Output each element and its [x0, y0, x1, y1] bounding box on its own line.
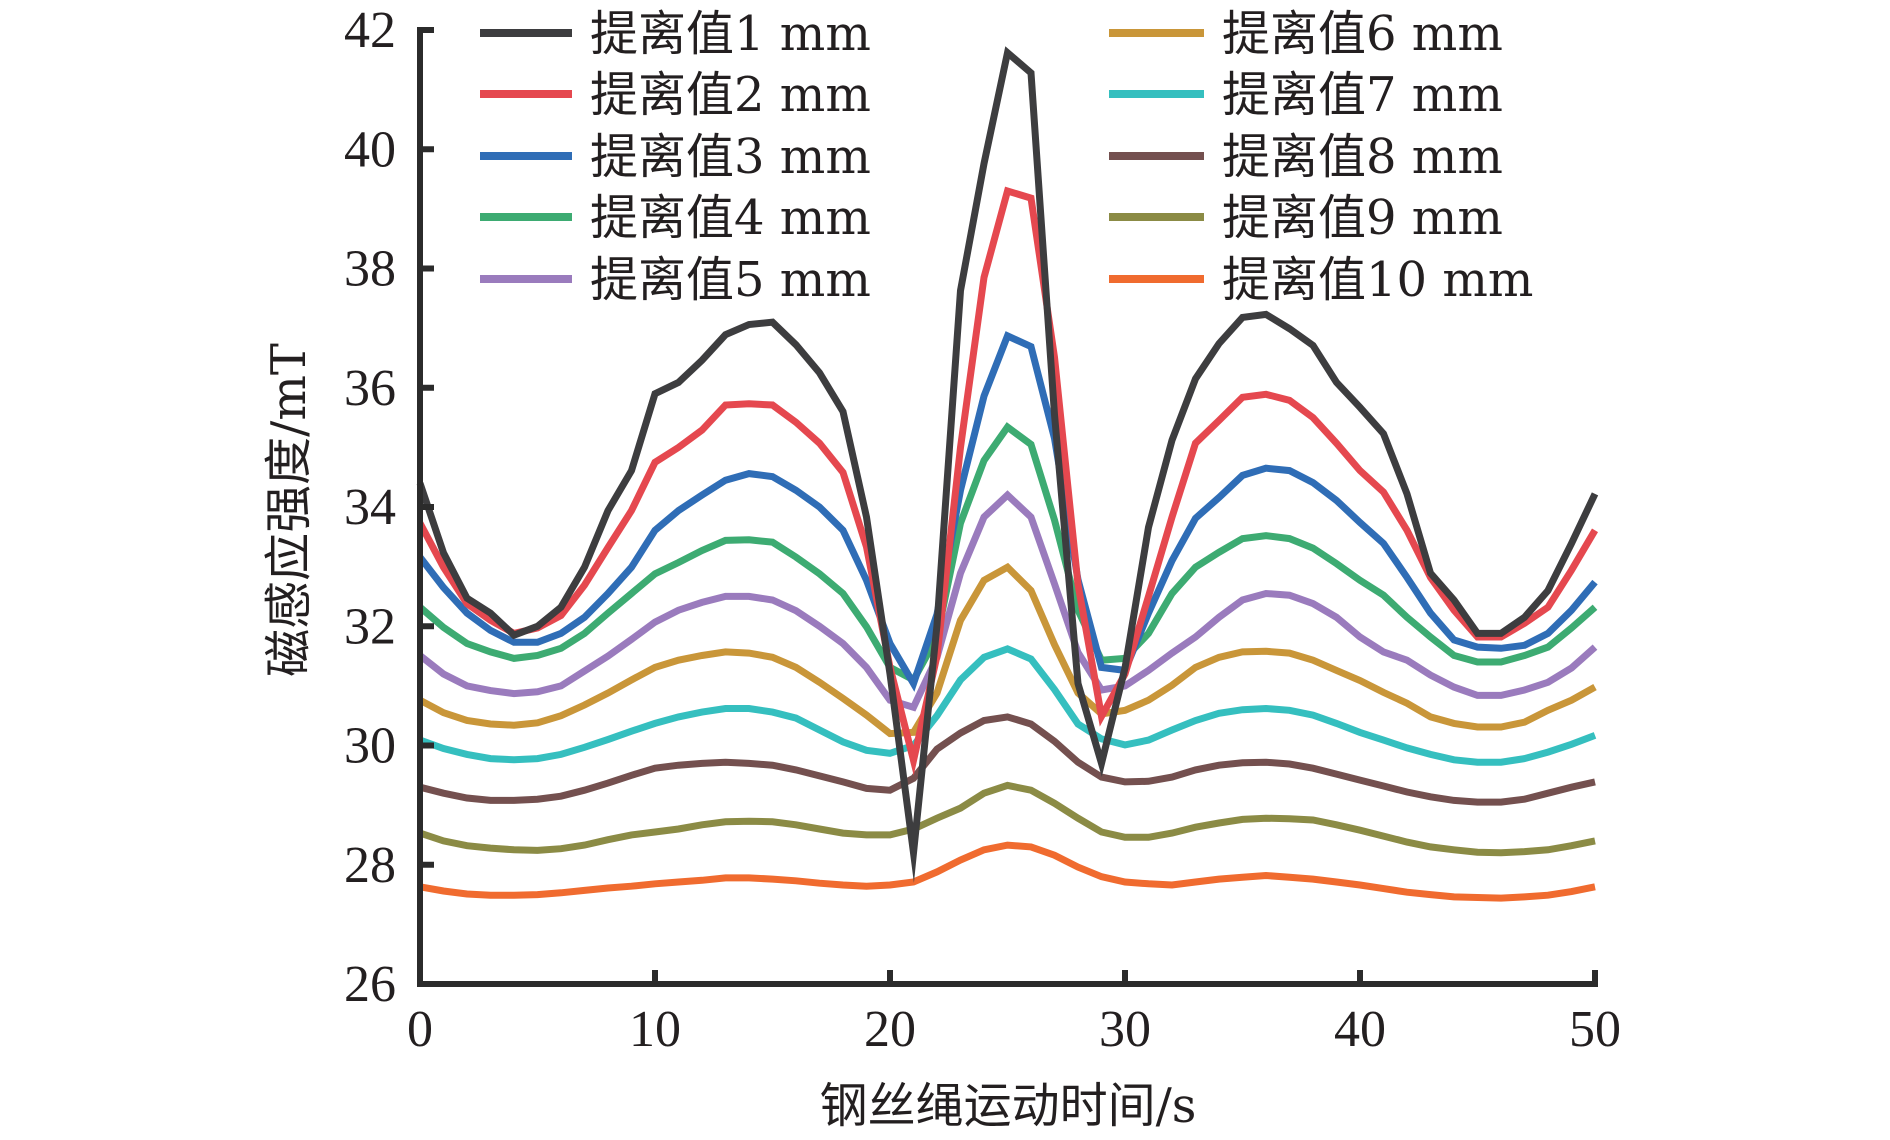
legend-item: 提离值4 mm: [480, 190, 871, 246]
legend-label: 提离值7 mm: [1222, 67, 1503, 123]
x-tick-label: 10: [629, 1001, 681, 1058]
y-tick-label: 42: [344, 2, 396, 59]
y-tick-label: 30: [344, 718, 396, 775]
series-line-liftoff-10mm: [419, 841, 1596, 902]
series-line-liftoff-5mm: [417, 490, 1598, 712]
x-tick-label: 0: [407, 1001, 433, 1058]
y-tick-label: 36: [344, 360, 396, 417]
legend-label: 提离值6 mm: [1222, 6, 1503, 62]
y-axis-ticks: 26 28 30 32 34 36 38 40 42: [344, 2, 434, 1013]
y-tick-label: 32: [344, 598, 396, 655]
legend-label: 提离值10 mm: [1222, 252, 1533, 308]
legend-item: 提离值8 mm: [1109, 129, 1503, 185]
legend-item: 提离值9 mm: [1109, 190, 1503, 246]
series-line-liftoff-1mm: [416, 46, 1599, 883]
series-line-liftoff-4mm: [417, 422, 1598, 685]
legend-item: 提离值3 mm: [480, 129, 871, 185]
y-tick-label: 40: [344, 121, 396, 178]
series-line-liftoff-8mm: [419, 713, 1596, 806]
y-tick-label: 38: [344, 241, 396, 298]
series-line-liftoff-2mm: [416, 186, 1599, 776]
legend-label: 提离值8 mm: [1222, 129, 1503, 185]
x-tick-label: 50: [1569, 1001, 1621, 1058]
series-line-liftoff-6mm: [418, 562, 1597, 738]
series-line-liftoff-9mm: [418, 781, 1596, 857]
x-axis-ticks: 0 10 20 30 40 50: [407, 970, 1621, 1058]
x-tick-label: 20: [864, 1001, 916, 1058]
y-tick-label: 28: [344, 837, 396, 894]
legend-item: 提离值2 mm: [480, 67, 871, 123]
x-tick-label: 40: [1334, 1001, 1386, 1058]
x-axis-title: 钢丝绳运动时间/s: [820, 1078, 1197, 1134]
series-line-liftoff-3mm: [417, 331, 1598, 692]
legend-label: 提离值3 mm: [590, 129, 871, 185]
legend-item: 提离值10 mm: [1109, 252, 1533, 308]
legend-item: 提离值5 mm: [480, 252, 871, 308]
legend-label: 提离值4 mm: [590, 190, 871, 246]
series-line-liftoff-7mm: [418, 645, 1597, 766]
legend-label: 提离值5 mm: [590, 252, 871, 308]
y-axis-title: 磁感应强度/mT: [261, 343, 317, 677]
legend-item: 提离值6 mm: [1109, 6, 1503, 62]
legend-label: 提离值2 mm: [590, 67, 871, 123]
y-tick-label: 26: [344, 956, 396, 1013]
y-tick-label: 34: [344, 479, 396, 536]
legend-label: 提离值9 mm: [1222, 190, 1503, 246]
legend-item: 提离值1 mm: [480, 6, 871, 62]
x-tick-label: 30: [1099, 1001, 1151, 1058]
legend-label: 提离值1 mm: [590, 6, 871, 62]
series-layer: [416, 46, 1599, 902]
legend-item: 提离值7 mm: [1109, 67, 1503, 123]
